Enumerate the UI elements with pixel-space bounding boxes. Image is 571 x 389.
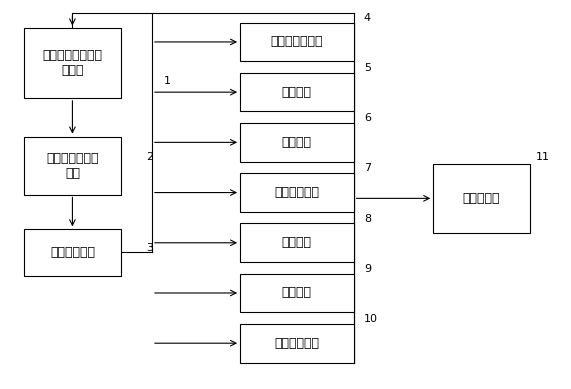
Text: 7: 7 (364, 163, 371, 173)
FancyBboxPatch shape (240, 173, 353, 212)
FancyBboxPatch shape (24, 137, 120, 194)
FancyBboxPatch shape (240, 23, 353, 61)
Text: 燃气分布式设备: 燃气分布式设备 (271, 35, 323, 49)
Text: 2: 2 (146, 152, 154, 162)
Text: 5: 5 (364, 63, 371, 73)
FancyBboxPatch shape (433, 164, 530, 233)
FancyBboxPatch shape (240, 123, 353, 162)
Text: 优化调整设备: 优化调整设备 (50, 246, 95, 259)
Text: 其他供能设备: 其他供能设备 (274, 337, 319, 350)
Text: 10: 10 (364, 314, 378, 324)
FancyBboxPatch shape (24, 28, 120, 98)
Text: 多目标综合评价
设备: 多目标综合评价 设备 (46, 152, 99, 180)
Text: 用户负荷端: 用户负荷端 (463, 192, 500, 205)
Text: 9: 9 (364, 264, 371, 274)
Text: 6: 6 (364, 113, 371, 123)
Text: 蓄能设备: 蓄能设备 (282, 236, 312, 249)
Text: 电网设备: 电网设备 (282, 286, 312, 300)
Text: 地源热泵设备: 地源热泵设备 (274, 186, 319, 199)
Text: 风电设备: 风电设备 (282, 136, 312, 149)
FancyBboxPatch shape (240, 223, 353, 262)
Text: 4: 4 (364, 13, 371, 23)
FancyBboxPatch shape (240, 324, 353, 363)
Text: 1: 1 (163, 76, 170, 86)
Text: 环境监测及负荷预
测设备: 环境监测及负荷预 测设备 (42, 49, 102, 77)
FancyBboxPatch shape (24, 229, 120, 276)
Text: 11: 11 (536, 152, 549, 162)
Text: 光伏设备: 光伏设备 (282, 86, 312, 99)
FancyBboxPatch shape (240, 274, 353, 312)
FancyBboxPatch shape (240, 73, 353, 112)
Text: 8: 8 (364, 214, 371, 224)
Text: 3: 3 (146, 242, 153, 252)
